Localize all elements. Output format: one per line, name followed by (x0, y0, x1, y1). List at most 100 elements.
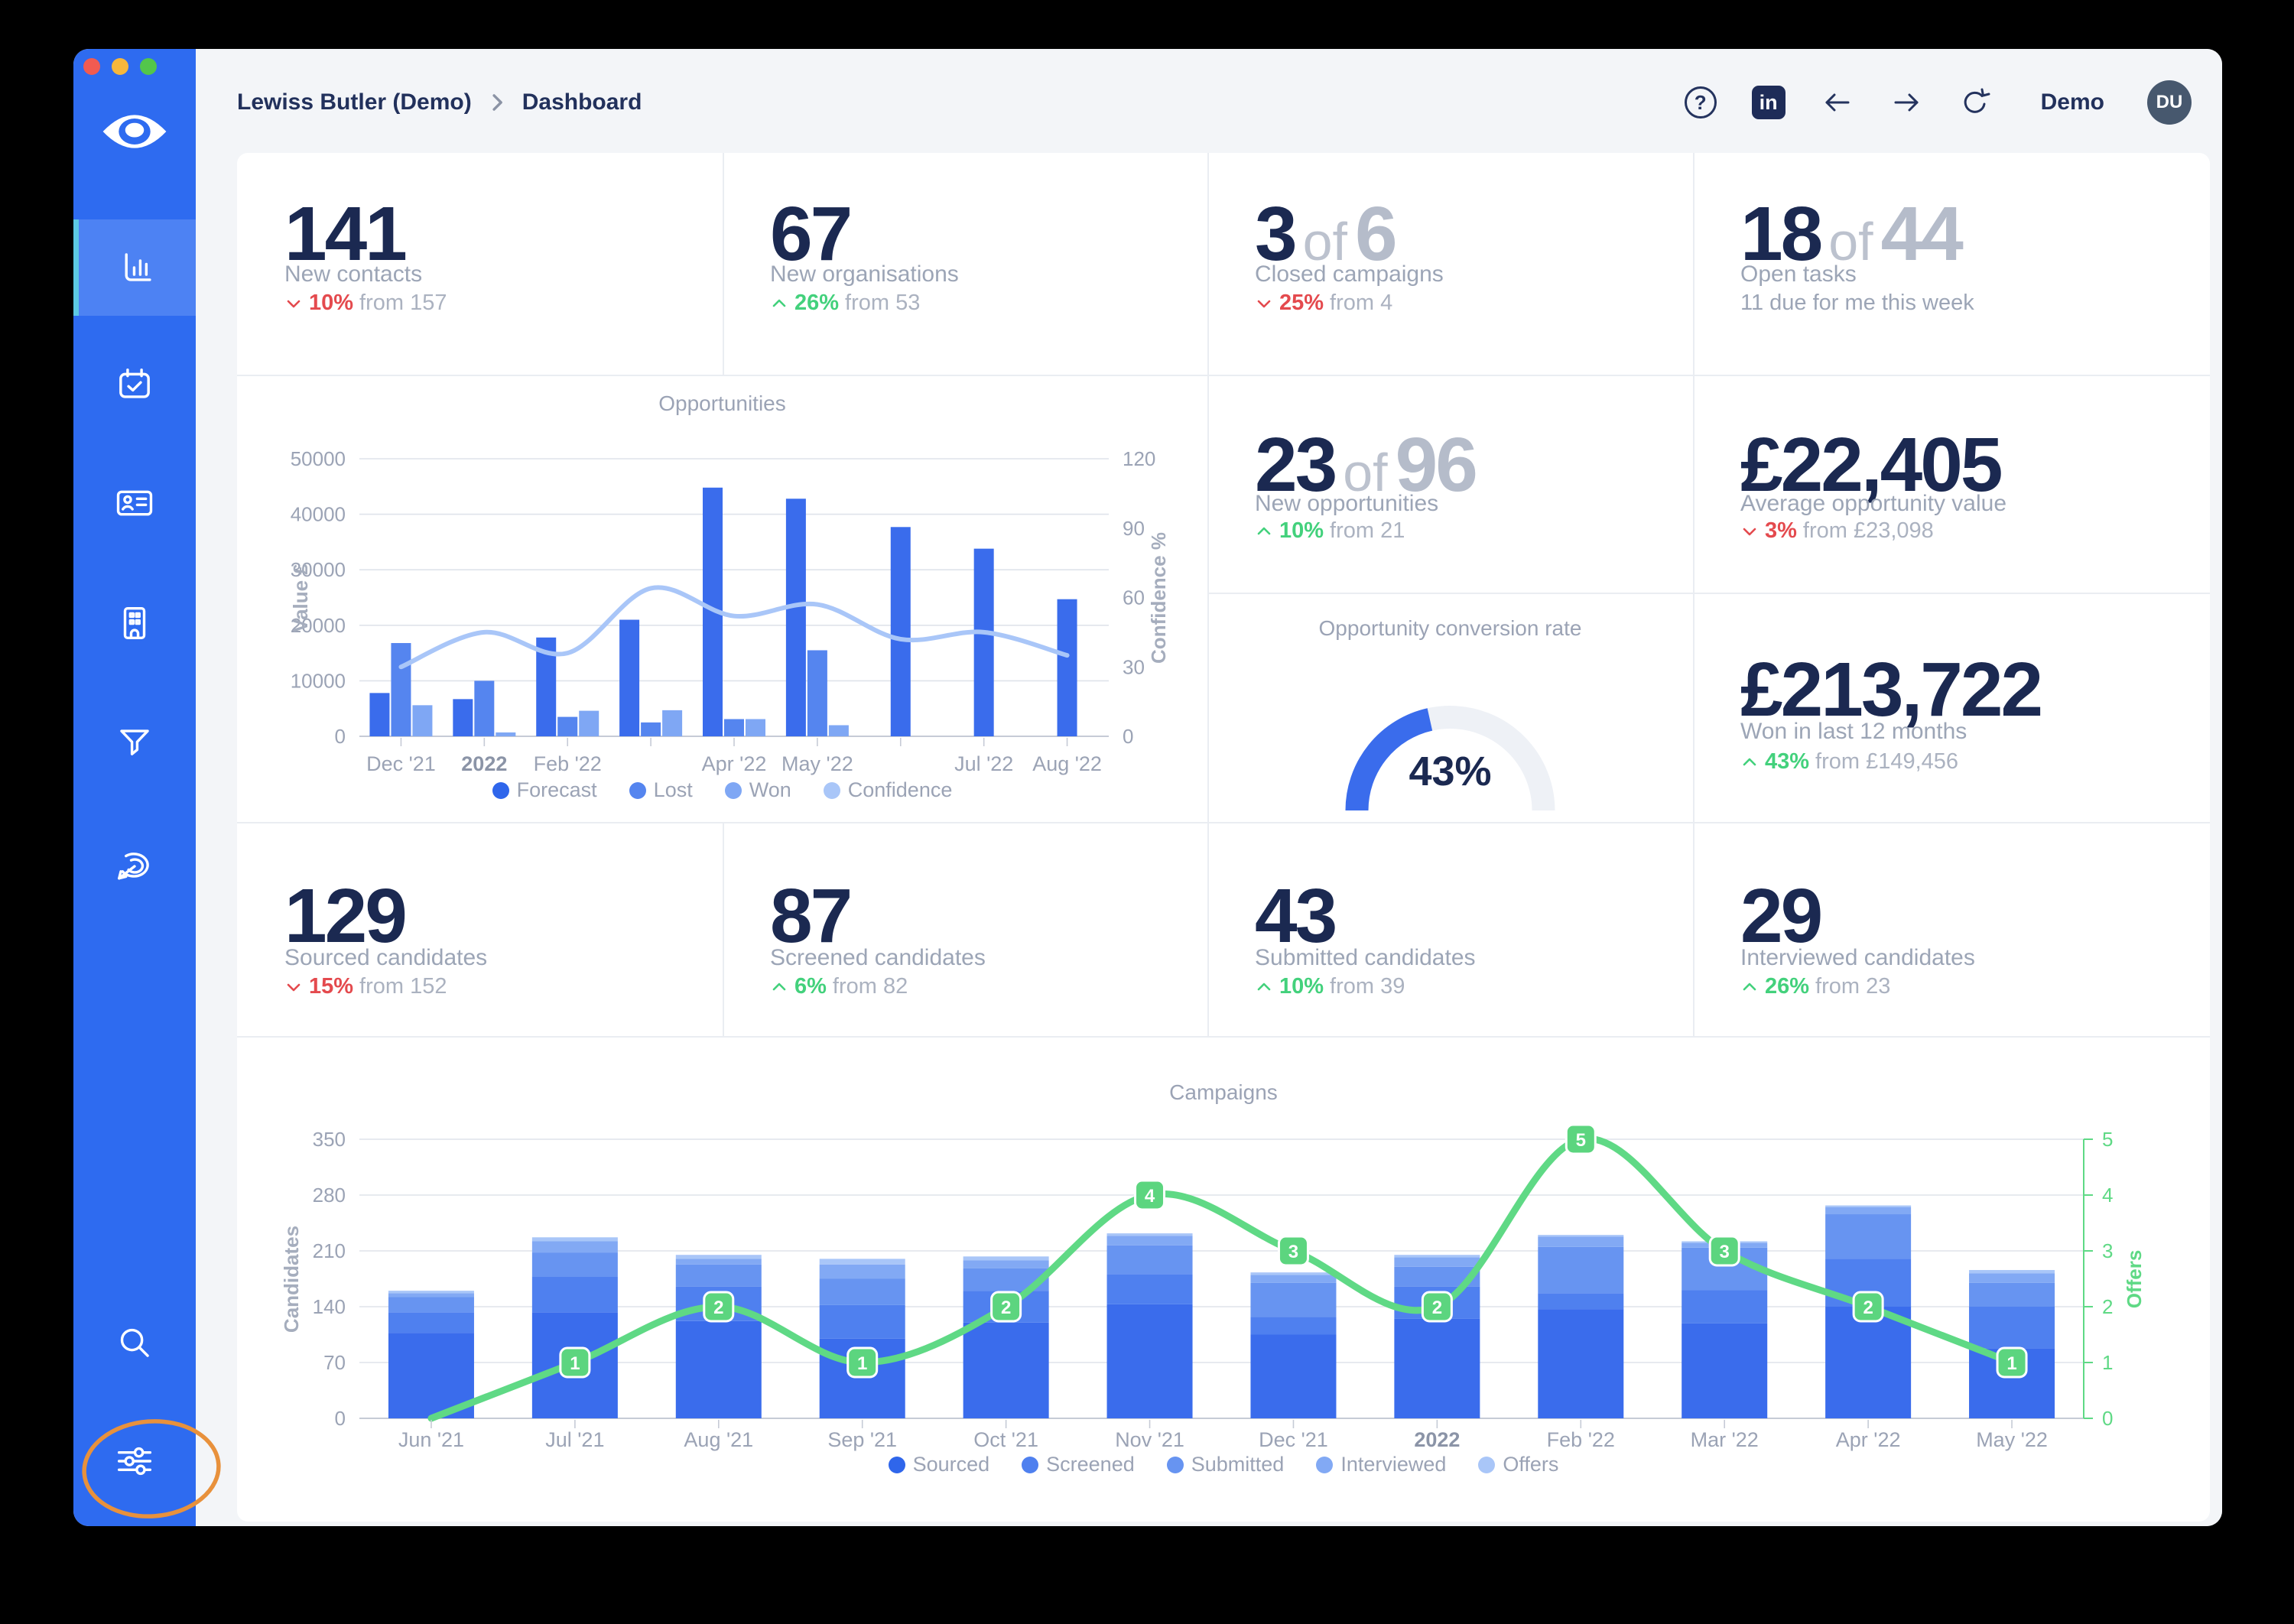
svg-text:Feb '22: Feb '22 (1547, 1428, 1615, 1451)
kpi-value: 87 (770, 873, 853, 959)
refresh-icon (1964, 88, 1990, 113)
chevron-down-icon (1255, 294, 1273, 313)
kpi-value: 67 (770, 191, 853, 277)
svg-text:Aug '21: Aug '21 (684, 1428, 753, 1451)
sidebar (73, 49, 196, 1526)
chevron-up-icon (1740, 753, 1759, 771)
kpi-new-organisations: 67 New organisations 26% from 53 (770, 191, 959, 315)
chevron-down-icon (1740, 522, 1759, 541)
kpi-sublabel: 11 due for me this week (1740, 291, 1974, 315)
legend-item[interactable]: Interviewed (1316, 1453, 1446, 1476)
kpi-submitted-candidates: 43 Submitted candidates 10% from 39 (1255, 873, 1476, 999)
sidebar-item-search[interactable] (73, 1294, 196, 1391)
avatar[interactable]: DU (2147, 80, 2192, 125)
opportunities-plot: 0 10000 20000 30000 40000 50000 0 30 60 90 120 Valu… (289, 447, 1170, 775)
svg-text:Apr '22: Apr '22 (702, 752, 767, 775)
svg-text:2: 2 (2102, 1295, 2113, 1318)
chevron-down-icon (284, 294, 303, 313)
window-controls (83, 58, 157, 75)
sidebar-item-contacts[interactable] (73, 455, 196, 551)
svg-text:Confidence %: Confidence % (1147, 532, 1170, 664)
legend-item[interactable]: Lost (629, 778, 693, 802)
svg-text:2: 2 (1863, 1298, 1873, 1318)
svg-text:3: 3 (1720, 1242, 1730, 1262)
svg-text:0: 0 (2102, 1407, 2113, 1430)
legend-item[interactable]: Won (724, 778, 791, 802)
zoom-window-button[interactable] (140, 58, 157, 75)
svg-text:60: 60 (1123, 586, 1145, 609)
svg-text:Jun '21: Jun '21 (398, 1428, 464, 1451)
legend-item[interactable]: Forecast (492, 778, 597, 802)
kpi-value: 3 of 6 (1255, 191, 1398, 277)
svg-text:4: 4 (1145, 1186, 1155, 1207)
help-button[interactable]: ? (1684, 86, 1717, 119)
legend-item[interactable]: Sourced (888, 1453, 989, 1476)
sidebar-item-settings[interactable] (73, 1413, 196, 1509)
kpi-label: Won in last 12 months (1740, 719, 1967, 744)
svg-text:0: 0 (335, 725, 346, 748)
sidebar-item-organisations[interactable] (73, 575, 196, 671)
svg-text:2: 2 (1001, 1298, 1011, 1318)
kpi-delta: 26% from 23 (1740, 974, 1890, 999)
svg-text:1: 1 (2102, 1351, 2113, 1374)
kpi-new-contacts: 141 New contacts 10% from 157 (284, 196, 447, 315)
app-logo[interactable] (73, 83, 196, 180)
kpi-label: New organisations (770, 261, 959, 287)
close-window-button[interactable] (83, 58, 100, 75)
refresh-button[interactable] (1958, 86, 1992, 119)
legend-item[interactable]: Confidence (823, 778, 952, 802)
svg-text:0: 0 (335, 1407, 346, 1430)
sidebar-item-dashboard[interactable] (73, 219, 196, 316)
kpi-value: 43 (1255, 873, 1337, 959)
kpi-delta: 15% from 152 (284, 974, 447, 999)
svg-text:May '22: May '22 (1976, 1428, 2048, 1451)
legend-item[interactable]: Submitted (1166, 1453, 1284, 1476)
legend-dot-icon (888, 1456, 905, 1473)
top-bar: Lewiss Butler (Demo) Dashboard ? in (237, 80, 2192, 125)
back-button[interactable] (1821, 87, 1854, 118)
legend-item[interactable]: Offers (1478, 1453, 1558, 1476)
svg-text:Aug '22: Aug '22 (1032, 752, 1102, 775)
kpi-value: 18 of 44 (1740, 191, 1964, 277)
kpi-sourced-candidates: 129 Sourced candidates 15% from 152 (284, 878, 487, 999)
svg-text:4: 4 (2102, 1184, 2113, 1207)
svg-text:10000: 10000 (291, 669, 346, 692)
kpi-delta: 43% from £149,456 (1740, 749, 1958, 775)
dashboard-card: 141 New contacts 10% from 157 67 New org… (237, 153, 2210, 1522)
gauge-arc (1345, 706, 1555, 811)
kpi-label: Open tasks (1740, 261, 1857, 287)
sidebar-item-calendar[interactable] (73, 336, 196, 433)
kpi-label: Sourced candidates (284, 945, 488, 970)
svg-text:30000: 30000 (291, 558, 346, 581)
legend-dot-icon (629, 781, 646, 799)
svg-text:0: 0 (1123, 725, 1133, 748)
chart-title: Opportunities (658, 391, 786, 415)
sidebar-item-filters[interactable] (73, 695, 196, 791)
minimize-window-button[interactable] (112, 58, 128, 75)
sidebar-item-targets[interactable] (73, 818, 196, 914)
forward-button[interactable] (1889, 87, 1923, 118)
svg-text:Dec '21: Dec '21 (1259, 1428, 1328, 1451)
linkedin-button[interactable]: in (1751, 86, 1785, 119)
svg-text:3: 3 (1288, 1242, 1298, 1262)
demo-label[interactable]: Demo (2040, 89, 2104, 115)
arrow-left-icon (1825, 93, 1850, 112)
main-area: Lewiss Butler (Demo) Dashboard ? in (196, 49, 2222, 1526)
legend-dot-icon (1022, 1456, 1039, 1473)
svg-text:5: 5 (1576, 1130, 1586, 1151)
svg-text:50000: 50000 (291, 447, 346, 470)
svg-text:5: 5 (2102, 1128, 2113, 1151)
breadcrumb-page[interactable]: Dashboard (522, 89, 642, 115)
svg-text:30: 30 (1123, 655, 1145, 678)
kpi-delta: 25% from 4 (1255, 291, 1392, 316)
legend-dot-icon (1316, 1456, 1334, 1473)
legend-item[interactable]: Screened (1022, 1453, 1135, 1476)
calendar-check-icon (119, 368, 150, 398)
kpi-label: Screened candidates (770, 945, 986, 970)
breadcrumb-account[interactable]: Lewiss Butler (Demo) (237, 89, 472, 115)
kpi-label: Average opportunity value (1740, 491, 2007, 516)
kpi-label: New opportunities (1255, 491, 1439, 516)
bar-chart-icon (125, 253, 151, 281)
svg-text:1: 1 (857, 1353, 867, 1374)
